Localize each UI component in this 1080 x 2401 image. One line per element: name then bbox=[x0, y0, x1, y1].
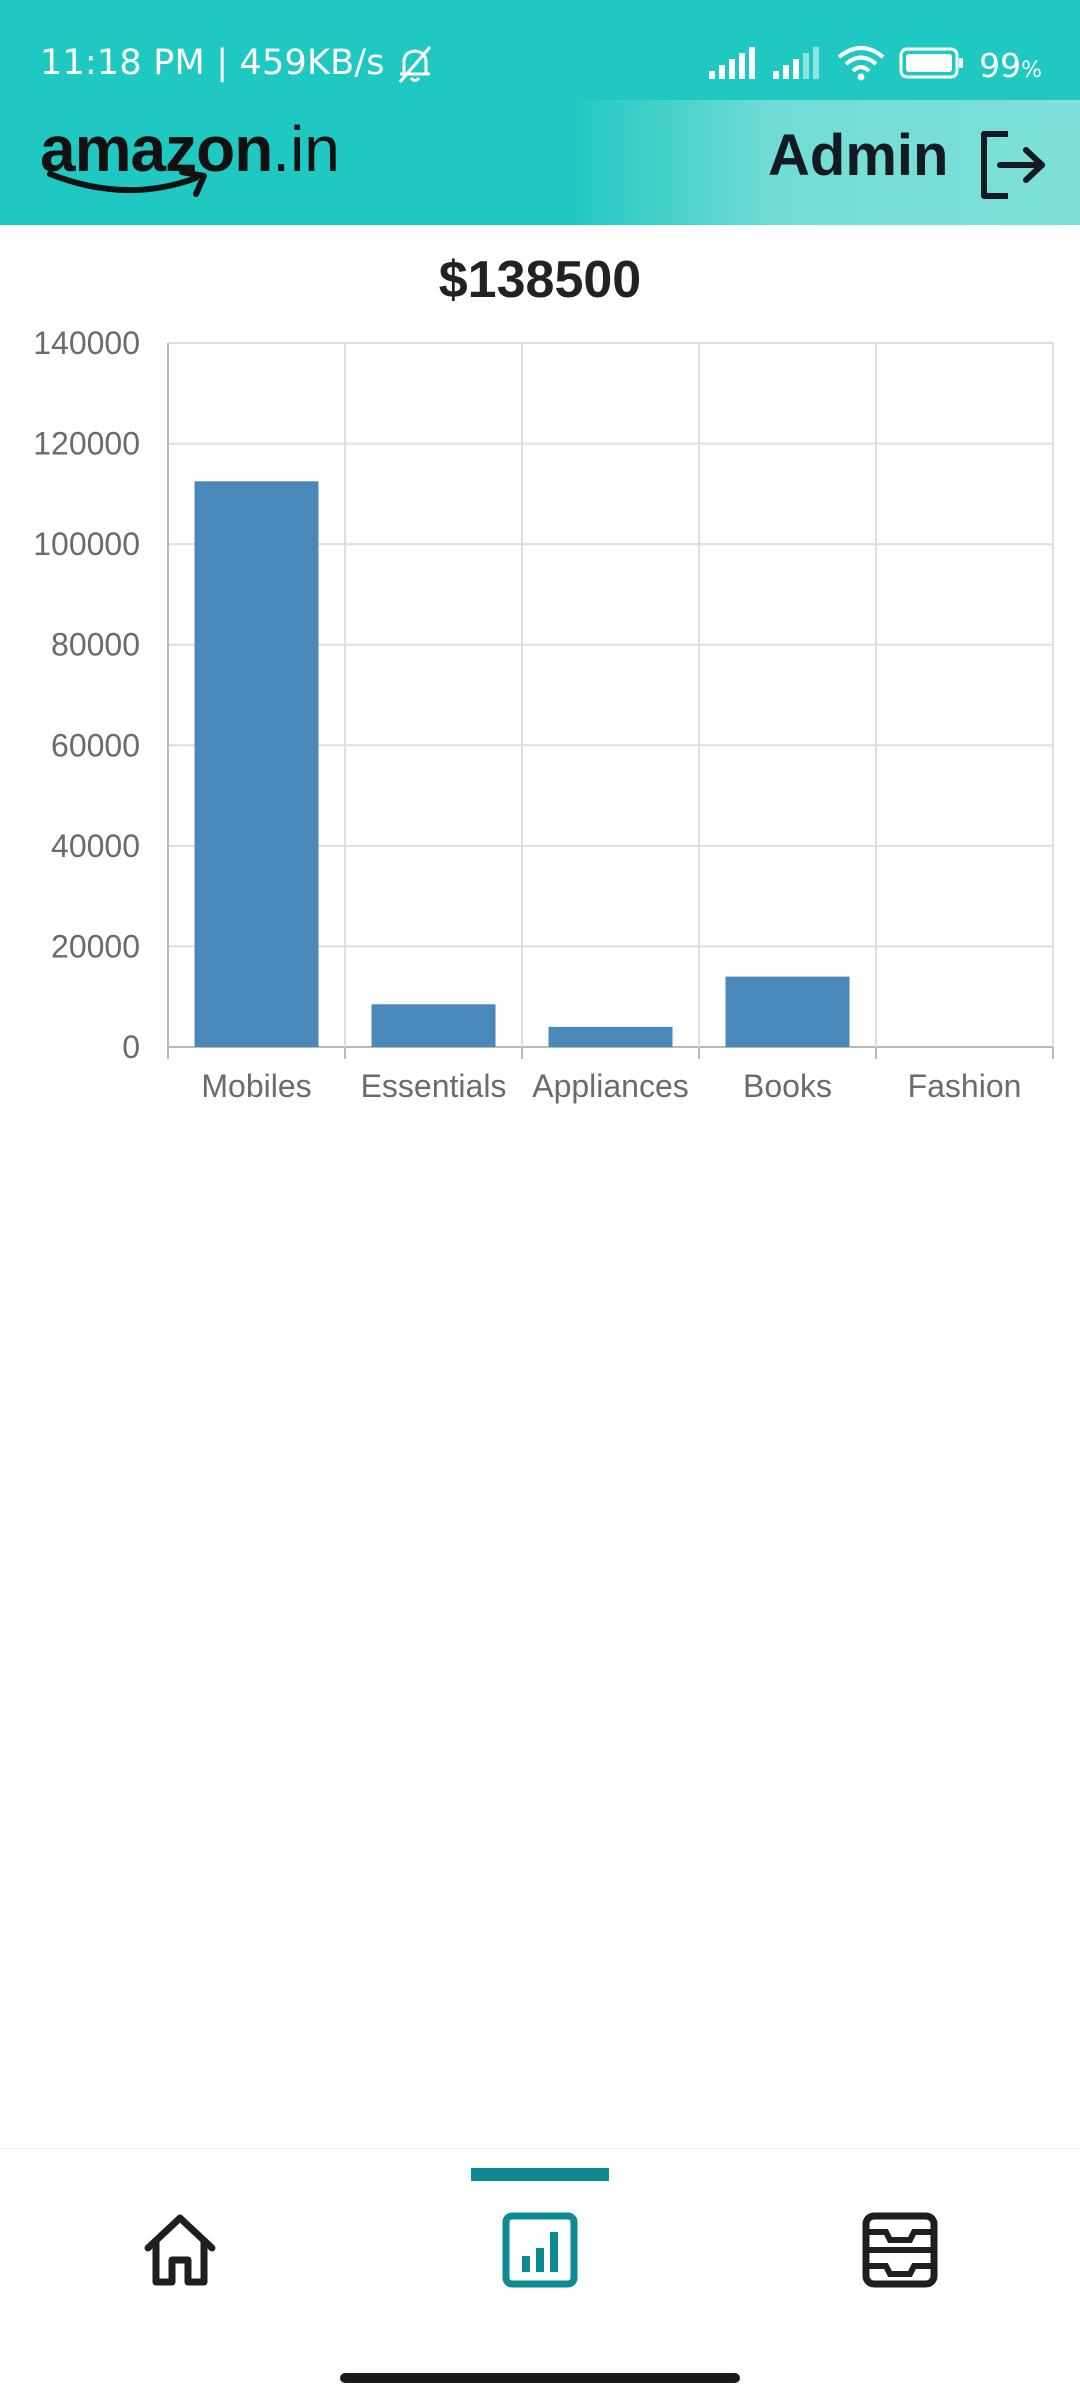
y-tick-label: 20000 bbox=[51, 928, 140, 964]
y-tick-label: 100000 bbox=[33, 526, 140, 562]
bar-essentials bbox=[371, 1004, 496, 1047]
battery-icon bbox=[899, 47, 965, 84]
logo-smile bbox=[47, 169, 207, 197]
wifi-icon bbox=[837, 45, 885, 86]
y-tick-label: 120000 bbox=[33, 426, 140, 462]
mute-bell-icon bbox=[396, 43, 434, 83]
active-tab-indicator bbox=[471, 2168, 609, 2181]
sales-bar-chart: 0 20000 40000 60000 80000 100000 120000 140000 M… bbox=[33, 325, 1054, 1104]
x-tick-label: Books bbox=[743, 1068, 832, 1104]
signal-icon bbox=[709, 46, 759, 84]
logo-suffix: .in bbox=[272, 113, 340, 185]
battery-level: 99% bbox=[979, 45, 1042, 85]
home-icon[interactable] bbox=[140, 2210, 220, 2290]
bar-books bbox=[725, 976, 850, 1047]
x-tick-label: Mobiles bbox=[201, 1068, 311, 1104]
inbox-icon[interactable] bbox=[860, 2210, 940, 2290]
y-tick-label: 40000 bbox=[51, 828, 140, 864]
status-icons: 99% bbox=[709, 42, 1042, 88]
logo-text: amazon bbox=[40, 113, 273, 185]
bar-mobiles bbox=[194, 481, 319, 1047]
analytics-icon[interactable] bbox=[500, 2210, 580, 2290]
x-tick-label: Appliances bbox=[532, 1068, 689, 1104]
x-tick-label: Fashion bbox=[908, 1068, 1022, 1104]
y-tick-label: 80000 bbox=[51, 627, 140, 663]
status-text: 11:18 PM | 459KB/s bbox=[40, 43, 385, 83]
signal-icon-2 bbox=[773, 46, 823, 84]
bar-appliances bbox=[548, 1026, 673, 1047]
y-tick-label: 0 bbox=[122, 1029, 140, 1065]
admin-title: Admin bbox=[768, 123, 949, 188]
status-time-speed: 11:18 PM | 459KB/s bbox=[40, 42, 434, 84]
y-tick-label: 60000 bbox=[51, 727, 140, 763]
y-tick-label: 140000 bbox=[33, 325, 140, 361]
logout-icon[interactable] bbox=[978, 130, 1050, 200]
x-tick-label: Essentials bbox=[361, 1068, 507, 1104]
total-sales: $138500 bbox=[438, 251, 642, 309]
amazon-logo[interactable]: amazon.in bbox=[40, 112, 340, 202]
header-gradient bbox=[570, 100, 1080, 225]
gesture-home-bar[interactable] bbox=[340, 2373, 740, 2383]
